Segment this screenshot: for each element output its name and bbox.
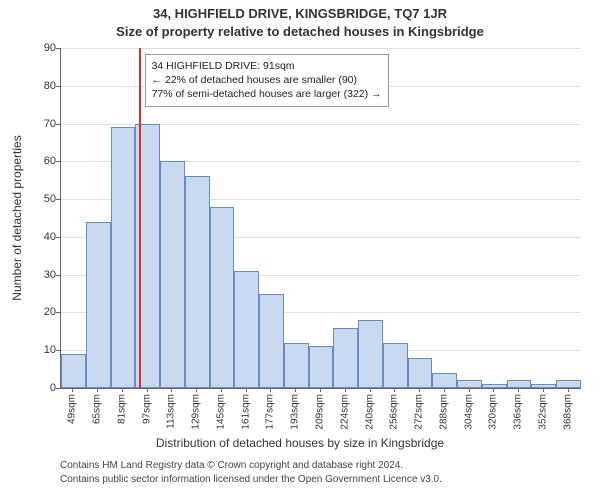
x-tick-label: 177sqm xyxy=(265,394,276,430)
x-tick-mark xyxy=(370,388,371,392)
x-tick-label: 113sqm xyxy=(166,394,177,429)
histogram-bar xyxy=(383,343,408,388)
histogram-bar xyxy=(284,343,309,388)
x-tick-label: 336sqm xyxy=(513,394,524,430)
x-tick-mark xyxy=(320,388,321,392)
annotation-line: 77% of semi-detached houses are larger (… xyxy=(152,87,382,101)
annotation-line: 34 HIGHFIELD DRIVE: 91sqm xyxy=(152,59,382,73)
x-tick-mark xyxy=(518,388,519,392)
annotation-box: 34 HIGHFIELD DRIVE: 91sqm← 22% of detach… xyxy=(145,54,389,107)
x-tick-mark xyxy=(543,388,544,392)
y-tick-label: 20 xyxy=(16,306,56,318)
x-tick-mark xyxy=(469,388,470,392)
x-tick-label: 129sqm xyxy=(191,394,202,430)
histogram-bar xyxy=(234,271,259,388)
x-tick-mark xyxy=(493,388,494,392)
x-tick-mark xyxy=(122,388,123,392)
x-tick-mark xyxy=(196,388,197,392)
x-tick-mark xyxy=(270,388,271,392)
y-tick-mark xyxy=(56,350,60,351)
x-tick-label: 209sqm xyxy=(315,394,326,430)
chart-title-subtitle: Size of property relative to detached ho… xyxy=(0,24,600,39)
y-tick-mark xyxy=(56,312,60,313)
x-tick-mark xyxy=(72,388,73,392)
histogram-bar xyxy=(210,207,235,388)
marker-line xyxy=(139,48,141,388)
x-tick-label: 97sqm xyxy=(141,394,152,424)
y-tick-mark xyxy=(56,86,60,87)
chart-plot-area: 34 HIGHFIELD DRIVE: 91sqm← 22% of detach… xyxy=(60,48,581,389)
histogram-bar xyxy=(408,358,433,388)
histogram-bar xyxy=(160,161,185,388)
x-tick-label: 65sqm xyxy=(92,394,103,424)
histogram-bar xyxy=(432,373,457,388)
histogram-bar xyxy=(358,320,383,388)
x-tick-label: 272sqm xyxy=(414,394,425,430)
histogram-bar xyxy=(61,354,86,388)
footnote-1: Contains HM Land Registry data © Crown c… xyxy=(60,460,403,471)
y-tick-label: 80 xyxy=(16,80,56,92)
y-tick-label: 10 xyxy=(16,344,56,356)
y-tick-label: 30 xyxy=(16,269,56,281)
x-tick-mark xyxy=(97,388,98,392)
histogram-bar xyxy=(185,176,210,388)
y-tick-label: 50 xyxy=(16,193,56,205)
chart-container: 34, HIGHFIELD DRIVE, KINGSBRIDGE, TQ7 1J… xyxy=(0,0,600,500)
chart-title-address: 34, HIGHFIELD DRIVE, KINGSBRIDGE, TQ7 1J… xyxy=(0,6,600,21)
histogram-bar xyxy=(333,328,358,388)
y-tick-mark xyxy=(56,237,60,238)
y-tick-label: 90 xyxy=(16,42,56,54)
x-tick-mark xyxy=(221,388,222,392)
y-tick-label: 40 xyxy=(16,231,56,243)
histogram-bar xyxy=(556,380,581,388)
x-tick-mark xyxy=(295,388,296,392)
histogram-bar xyxy=(309,346,334,388)
y-tick-mark xyxy=(56,275,60,276)
y-tick-mark xyxy=(56,161,60,162)
x-tick-mark xyxy=(419,388,420,392)
x-tick-label: 224sqm xyxy=(339,394,350,430)
x-tick-label: 81sqm xyxy=(116,394,127,424)
x-tick-mark xyxy=(345,388,346,392)
y-tick-mark xyxy=(56,388,60,389)
x-tick-label: 320sqm xyxy=(488,394,499,430)
annotation-line: ← 22% of detached houses are smaller (90… xyxy=(152,73,382,87)
y-tick-mark xyxy=(56,48,60,49)
x-tick-label: 193sqm xyxy=(290,394,301,430)
footnote-2: Contains public sector information licen… xyxy=(60,474,442,485)
y-tick-label: 0 xyxy=(16,382,56,394)
x-tick-mark xyxy=(246,388,247,392)
histogram-bar xyxy=(457,380,482,388)
x-tick-mark xyxy=(147,388,148,392)
x-tick-label: 352sqm xyxy=(537,394,548,430)
x-tick-mark xyxy=(568,388,569,392)
y-tick-mark xyxy=(56,124,60,125)
y-tick-label: 70 xyxy=(16,118,56,130)
x-tick-label: 240sqm xyxy=(364,394,375,430)
x-tick-mark xyxy=(394,388,395,392)
histogram-bar xyxy=(111,127,136,388)
y-tick-label: 60 xyxy=(16,155,56,167)
x-tick-mark xyxy=(171,388,172,392)
x-axis-label: Distribution of detached houses by size … xyxy=(0,436,600,450)
x-tick-label: 304sqm xyxy=(463,394,474,430)
x-tick-label: 49sqm xyxy=(67,394,78,424)
x-tick-label: 288sqm xyxy=(438,394,449,430)
x-tick-label: 256sqm xyxy=(389,394,400,430)
histogram-bar xyxy=(531,384,556,388)
histogram-bar xyxy=(86,222,111,388)
x-tick-label: 368sqm xyxy=(562,394,573,430)
x-tick-mark xyxy=(444,388,445,392)
histogram-bar xyxy=(259,294,284,388)
x-tick-label: 161sqm xyxy=(240,394,251,430)
x-tick-label: 145sqm xyxy=(215,394,226,430)
histogram-bar xyxy=(507,380,532,388)
y-tick-mark xyxy=(56,199,60,200)
